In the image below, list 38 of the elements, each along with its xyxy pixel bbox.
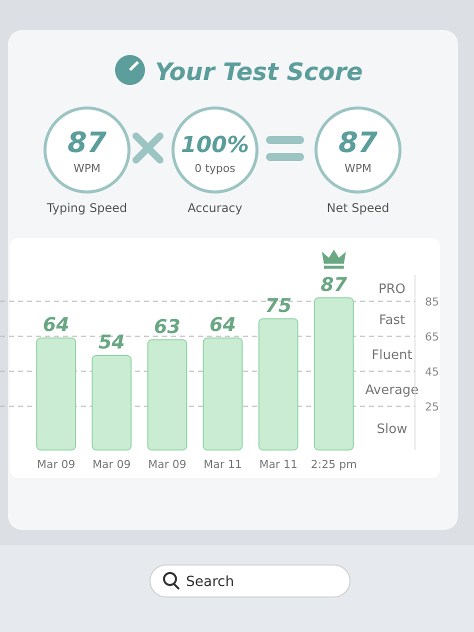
text: Search <box>186 574 234 590</box>
bar <box>92 355 132 450</box>
text: 87 <box>68 126 107 159</box>
data-label: 63 <box>154 316 180 338</box>
text: Fast <box>378 312 406 328</box>
x-tick-label: Mar 09 <box>92 458 131 471</box>
bar <box>202 338 243 450</box>
y-tick-label: 45 <box>425 365 439 378</box>
bar <box>147 339 188 450</box>
text: 0 typos <box>194 162 236 175</box>
text: Typing Speed <box>46 201 128 215</box>
x-tick-label: Mar 11 <box>204 458 242 471</box>
data-label: 54 <box>98 332 125 354</box>
text: 87 <box>338 126 378 159</box>
data-label: 75 <box>265 294 292 317</box>
text: 100% <box>181 133 249 158</box>
text: Average <box>365 382 419 398</box>
data-label: 64 <box>42 314 70 336</box>
x-tick-label: Mar 11 <box>259 458 298 471</box>
y-tick-label: 85 <box>425 295 439 308</box>
bar <box>314 297 354 450</box>
data-label: 64 <box>210 314 236 336</box>
bar <box>258 318 298 450</box>
y-tick-label: 25 <box>425 400 439 414</box>
text: Fluent <box>372 348 412 363</box>
text: Net Speed <box>326 201 390 215</box>
text: PRO <box>378 282 406 298</box>
y-tick-label: 65 <box>425 330 439 344</box>
x-tick-label: Mar 09 <box>36 458 76 471</box>
text: Slow <box>376 422 408 438</box>
x-tick-label: 2:25 pm <box>310 458 357 471</box>
chart-title: Your Test Score <box>155 58 363 86</box>
text: Accuracy <box>188 201 242 215</box>
data-label: 87 <box>320 274 348 296</box>
text: WPM <box>73 162 101 175</box>
text: WPM <box>344 162 372 175</box>
x-tick-label: Mar 09 <box>148 458 186 471</box>
bar <box>36 338 76 450</box>
